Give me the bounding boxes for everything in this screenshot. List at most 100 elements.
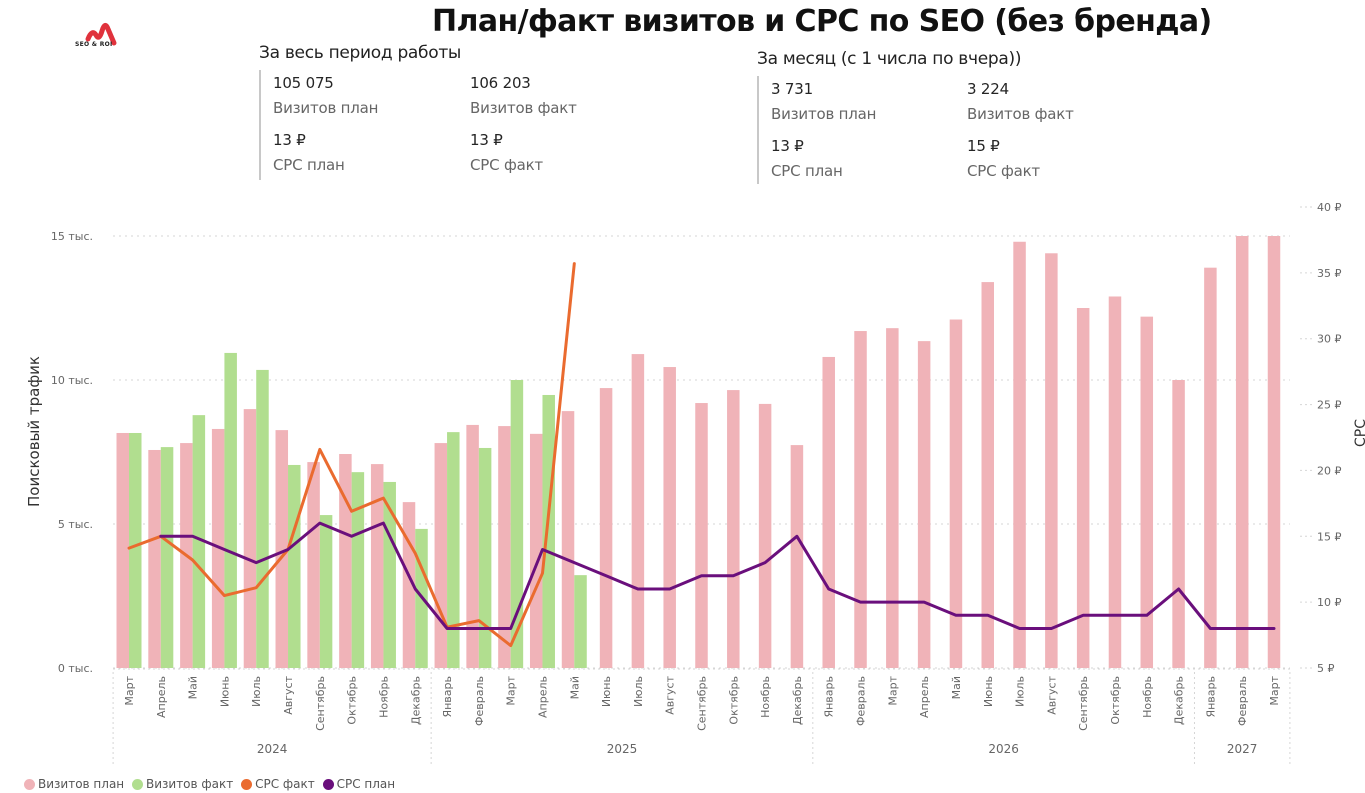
legend-label: Визитов план bbox=[38, 777, 125, 791]
x-tick-label: Март bbox=[123, 675, 136, 705]
bar-visits-plan bbox=[1045, 253, 1058, 668]
year-label: 2025 bbox=[607, 742, 638, 756]
x-tick-label: Июль bbox=[1014, 676, 1027, 707]
bar-visits-plan bbox=[1172, 380, 1185, 668]
bar-visits-plan bbox=[243, 409, 257, 668]
kpi-value: 3 224 bbox=[967, 80, 1009, 98]
bar-visits-plan bbox=[917, 341, 931, 668]
bar-visits-plan bbox=[307, 462, 320, 668]
legend-item-visits-plan[interactable]: Визитов план bbox=[24, 777, 124, 791]
kpi-value: 13 ₽ bbox=[771, 137, 804, 155]
bar-visits-fact bbox=[510, 380, 524, 668]
bar-visits-plan bbox=[148, 449, 161, 668]
bar-visits-plan bbox=[854, 331, 867, 668]
legend-dot bbox=[241, 778, 253, 790]
seo-roi-logo bbox=[85, 23, 117, 46]
x-tick-label: Февраль bbox=[473, 676, 486, 726]
x-tick-label: Август bbox=[1045, 675, 1058, 714]
x-tick-label: Май bbox=[568, 676, 581, 699]
bar-visits-fact bbox=[478, 447, 492, 668]
kpi-month-visits-fact: 3 224 Визитов факт bbox=[967, 80, 1074, 123]
x-tick-label: Сентябрь bbox=[314, 676, 327, 731]
x-tick-label: Май bbox=[950, 676, 963, 699]
x-tick-label: Декабрь bbox=[791, 676, 804, 725]
page-title: План/факт визитов и CPC по SEO (без брен… bbox=[432, 4, 1212, 39]
y2-tick-label: 10 ₽ bbox=[1317, 596, 1342, 609]
bar-visits-plan bbox=[498, 426, 511, 668]
x-tick-label: Март bbox=[505, 675, 518, 705]
x-tick-label: Март bbox=[886, 675, 899, 705]
kpi-month-cpc-plan: 13 ₽ CPC план bbox=[771, 137, 843, 180]
x-tick-label: Июль bbox=[632, 676, 645, 707]
kpi-cpc-fact: 13 ₽ CPC факт bbox=[470, 131, 543, 174]
bar-visits-fact bbox=[192, 415, 206, 668]
bar-visits-plan bbox=[631, 354, 645, 668]
legend-label: CPC план bbox=[336, 777, 396, 791]
bar-visits-plan bbox=[370, 464, 384, 668]
combo-chart: 0 тыс. 5 тыс. 10 тыс. 15 тыс. 5 ₽ 10 ₽ 15 ₽ 20 … bbox=[51, 201, 1342, 765]
x-tick-label: Ноябрь bbox=[759, 676, 772, 718]
x-tick-label: Май bbox=[187, 676, 200, 699]
kpi-month: За месяц (с 1 числа по вчера)) bbox=[757, 49, 1022, 69]
kpi-visits-fact: 106 203 Визитов факт bbox=[470, 74, 577, 117]
x-tick-label: Декабрь bbox=[409, 676, 422, 725]
x-tick-label: Апрель bbox=[155, 676, 168, 718]
kpi-value: 105 075 bbox=[273, 74, 334, 92]
bar-visits-fact bbox=[351, 472, 365, 668]
y2-tick-label: 15 ₽ bbox=[1317, 530, 1342, 543]
kpi-visits-plan: 105 075 Визитов план bbox=[273, 74, 378, 117]
x-tick-label: Февраль bbox=[855, 676, 868, 726]
bar-visits-fact bbox=[447, 432, 460, 668]
y2-tick-label: 25 ₽ bbox=[1317, 399, 1342, 412]
bar-visits-plan bbox=[402, 502, 416, 668]
x-tick-label: Сентябрь bbox=[696, 676, 709, 731]
legend-item-cpc-fact[interactable]: CPC факт bbox=[241, 777, 315, 791]
x-tick-label: Июнь bbox=[218, 676, 231, 707]
kpi-value: 15 ₽ bbox=[967, 137, 1000, 155]
kpi-cpc-plan: 13 ₽ CPC план bbox=[273, 131, 345, 174]
kpi-label: Визитов факт bbox=[470, 99, 577, 117]
line-cpc-plan bbox=[159, 521, 1276, 630]
x-tick-label: Октябрь bbox=[346, 676, 359, 725]
bar-visits-plan bbox=[1267, 236, 1281, 668]
y2-tick-label: 20 ₽ bbox=[1317, 464, 1342, 477]
bar-visits-plan bbox=[1140, 316, 1154, 668]
kpi-value: 13 ₽ bbox=[273, 131, 306, 149]
y2-axis-title: CPC bbox=[1353, 419, 1365, 447]
x-tick-label: Февраль bbox=[1236, 676, 1249, 726]
bar-visits-plan bbox=[695, 403, 708, 668]
y-tick-label: 15 тыс. bbox=[51, 230, 93, 243]
kpi-value: 106 203 bbox=[470, 74, 531, 92]
bar-visits-plan bbox=[529, 433, 543, 668]
bar-visits-plan bbox=[599, 388, 613, 668]
bar-visits-fact bbox=[288, 464, 301, 668]
bar-visits-fact bbox=[160, 447, 174, 668]
kpi-month-title: За месяц (с 1 числа по вчера)) bbox=[757, 49, 1022, 69]
kpi-value: 13 ₽ bbox=[470, 131, 503, 149]
y2-tick-label: 40 ₽ bbox=[1317, 201, 1342, 214]
kpi-month-visits-plan: 3 731 Визитов план bbox=[771, 80, 876, 123]
bar-visits-fact bbox=[319, 515, 333, 668]
bar-visits-plan bbox=[981, 282, 994, 668]
bar-visits-plan bbox=[1013, 241, 1026, 668]
legend-dot bbox=[131, 778, 143, 790]
bar-visits-fact bbox=[129, 432, 142, 668]
y2-tick-label: 30 ₽ bbox=[1317, 333, 1342, 346]
kpi-label: CPC план bbox=[273, 156, 345, 174]
legend-item-cpc-plan[interactable]: CPC план bbox=[322, 777, 396, 791]
bar-visits-fact bbox=[256, 369, 269, 668]
bar-visits-plan bbox=[886, 328, 899, 668]
x-tick-label: Октябрь bbox=[727, 676, 740, 725]
y-axis-title: Поисковый трафик bbox=[25, 356, 43, 507]
x-tick-label: Август bbox=[282, 675, 295, 714]
x-tick-label: Ноябрь bbox=[1141, 676, 1154, 718]
kpi-month-box: 3 731 Визитов план 3 224 Визитов факт 13… bbox=[757, 76, 1119, 184]
x-tick-label: Апрель bbox=[918, 676, 931, 718]
bar-visits-plan bbox=[466, 424, 479, 668]
bar-visits-fact bbox=[574, 575, 587, 668]
legend-item-visits-fact[interactable]: Визитов факт bbox=[131, 777, 233, 791]
x-tick-label: Октябрь bbox=[1109, 676, 1122, 725]
chart-legend: Визитов план Визитов факт CPC факт CPC п… bbox=[24, 777, 399, 793]
year-label: 2027 bbox=[1227, 742, 1258, 756]
bar-visits-plan bbox=[663, 367, 676, 668]
